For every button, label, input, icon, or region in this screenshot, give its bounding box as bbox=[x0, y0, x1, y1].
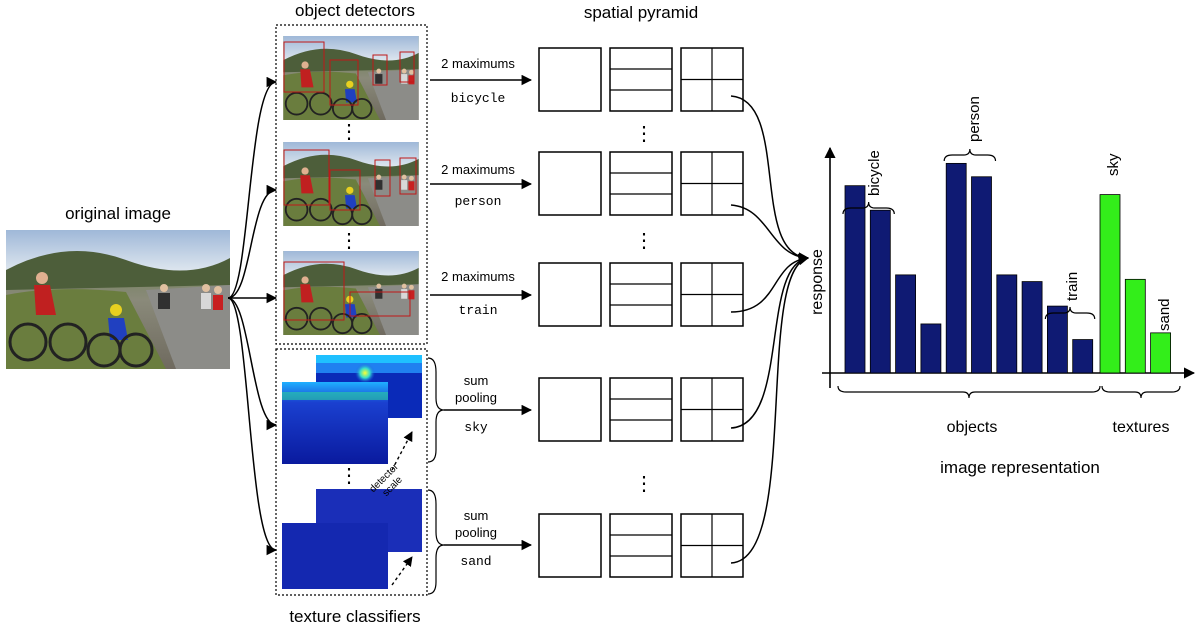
texture-bar bbox=[1150, 332, 1171, 374]
pyramid-title: spatial pyramid bbox=[584, 3, 698, 22]
y-axis-label: response bbox=[809, 249, 826, 315]
representation-title: image representation bbox=[940, 458, 1100, 477]
pyramid-row bbox=[538, 262, 744, 327]
detection-image-2 bbox=[282, 142, 420, 226]
detectors-title: object detectors bbox=[295, 1, 415, 20]
op-person: 2 maximums bbox=[441, 162, 515, 177]
brace-objects bbox=[837, 385, 1101, 399]
cls-person: person bbox=[455, 194, 502, 209]
pyramid-level-2 bbox=[609, 151, 673, 216]
brace-bicycle bbox=[842, 201, 895, 215]
object-bar bbox=[1072, 339, 1094, 374]
cls-bicycle: bicycle bbox=[451, 91, 506, 106]
brace-textures bbox=[1101, 385, 1181, 399]
pyramid-row bbox=[538, 377, 744, 442]
label-sky: sky bbox=[1105, 153, 1122, 176]
pyramid-row bbox=[538, 513, 744, 578]
textures-box bbox=[275, 348, 428, 596]
object-bar bbox=[1021, 281, 1043, 374]
brace-person bbox=[943, 148, 997, 162]
op-sky-2: pooling bbox=[455, 390, 497, 405]
detection-image-1 bbox=[282, 36, 420, 120]
texture-map-sand bbox=[282, 489, 422, 589]
object-bar bbox=[945, 162, 967, 374]
cls-train: train bbox=[458, 303, 497, 318]
cls-sand: sand bbox=[460, 554, 491, 569]
pyramid-level-1 bbox=[538, 47, 602, 112]
op-sky-1: sum bbox=[464, 373, 489, 388]
pyramid-row bbox=[538, 151, 744, 216]
ellipsis-pyramid-3: ⋮ bbox=[634, 473, 654, 495]
detector-ops: 2 maximums bicycle 2 maximums person 2 m… bbox=[430, 56, 533, 318]
fanout-arrows bbox=[227, 76, 278, 556]
ellipsis-detectors-1: ⋮ bbox=[339, 121, 359, 143]
pyramid-level-1 bbox=[538, 262, 602, 327]
cls-sky: sky bbox=[464, 420, 488, 435]
representation-chart: response bicycle person train sky sand objects… bbox=[809, 96, 1196, 436]
object-bar bbox=[996, 274, 1018, 374]
detectors-box bbox=[275, 24, 428, 345]
pyramid-grids bbox=[538, 47, 744, 578]
group-label-objects: objects bbox=[947, 419, 998, 436]
object-bar bbox=[1047, 305, 1068, 374]
op-bicycle: 2 maximums bbox=[441, 56, 515, 71]
texture-map-sky bbox=[282, 355, 422, 464]
op-sand-1: sum bbox=[464, 508, 489, 523]
object-bar bbox=[971, 176, 992, 374]
pyramid-level-2 bbox=[609, 513, 673, 578]
detection-image-3 bbox=[282, 251, 420, 335]
pyramid-level-2 bbox=[609, 262, 673, 327]
texture-bar bbox=[1099, 194, 1121, 374]
scale-arrows bbox=[391, 431, 413, 586]
pyramid-level-1 bbox=[538, 513, 602, 578]
op-train: 2 maximums bbox=[441, 269, 515, 284]
object-bar bbox=[895, 274, 916, 374]
texture-bar bbox=[1124, 278, 1146, 374]
ellipsis-textures: ⋮ bbox=[339, 465, 359, 487]
original-photo bbox=[6, 230, 230, 369]
object-bar bbox=[844, 185, 866, 374]
object-bar bbox=[869, 209, 891, 374]
pyramid-level-1 bbox=[538, 151, 602, 216]
group-label-textures: textures bbox=[1113, 419, 1170, 436]
pyramid-row bbox=[538, 47, 744, 112]
texture-ops: sum pooling sky sum pooling sand bbox=[427, 357, 533, 595]
original-image-title: original image bbox=[65, 204, 171, 223]
textures-title: texture classifiers bbox=[289, 607, 420, 626]
brace-train bbox=[1044, 306, 1096, 320]
label-bicycle: bicycle bbox=[866, 150, 883, 196]
pyramid-level-1 bbox=[538, 377, 602, 442]
ellipsis-pyramid-2: ⋮ bbox=[634, 230, 654, 252]
label-train: train bbox=[1064, 272, 1081, 301]
converging-arrows bbox=[730, 95, 810, 564]
object-bar bbox=[920, 323, 942, 374]
label-sand: sand bbox=[1156, 298, 1173, 331]
ellipsis-pyramid-1: ⋮ bbox=[634, 123, 654, 145]
ellipsis-detectors-2: ⋮ bbox=[339, 230, 359, 252]
label-person: person bbox=[966, 96, 983, 142]
pyramid-level-2 bbox=[609, 47, 673, 112]
pyramid-level-2 bbox=[609, 377, 673, 442]
op-sand-2: pooling bbox=[455, 525, 497, 540]
